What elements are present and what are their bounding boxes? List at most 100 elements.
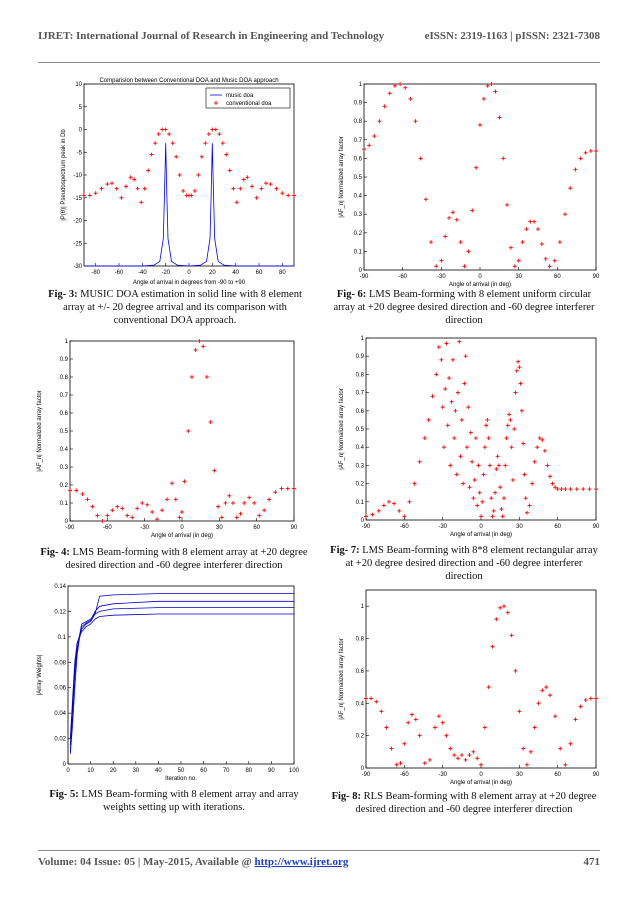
data-point xyxy=(519,408,524,413)
data-point xyxy=(516,359,521,364)
x-tick-label: 0 xyxy=(187,270,191,276)
data-point xyxy=(376,508,381,513)
data-point xyxy=(377,119,382,124)
data-point xyxy=(553,714,558,719)
data-point xyxy=(486,436,491,441)
y-tick-label: 0.1 xyxy=(354,249,363,255)
data-point xyxy=(387,91,392,96)
data-point xyxy=(160,508,165,513)
data-point xyxy=(392,501,397,506)
data-point xyxy=(208,420,213,424)
data-point xyxy=(449,399,454,404)
data-point xyxy=(535,445,540,450)
data-point xyxy=(140,501,145,505)
y-tick-label: 0.4 xyxy=(60,447,69,453)
data-point xyxy=(382,104,387,109)
journal-link[interactable]: http://www.ijret.org xyxy=(254,856,349,868)
y-tick-label: 0.3 xyxy=(60,465,69,471)
data-point xyxy=(410,712,414,717)
journal-title: IJRET: International Journal of Research… xyxy=(38,30,385,42)
fig5-svg: 0 10 20 30 40 50 60 70 80 90 100 0 0.02 0.04 0.06 0.08 0… xyxy=(37,584,300,782)
data-point xyxy=(273,490,278,495)
data-point xyxy=(105,513,110,518)
data-point xyxy=(509,633,514,638)
data-point xyxy=(494,617,499,622)
data-point xyxy=(583,698,588,703)
data-point xyxy=(408,96,413,101)
data-point xyxy=(362,147,366,152)
data-point xyxy=(93,191,98,196)
y-tick-label: -30 xyxy=(73,264,82,270)
x-tick-label: 30 xyxy=(132,768,139,774)
data-point xyxy=(227,168,232,173)
data-point xyxy=(210,127,215,132)
y-tick-label: 0.5 xyxy=(356,427,365,433)
data-point xyxy=(264,181,268,186)
x-tick-label: 60 xyxy=(554,274,561,280)
x-axis-label: Angle of arrival (in deg) xyxy=(450,780,512,786)
data-point xyxy=(532,219,537,224)
data-point xyxy=(505,610,510,615)
data-point xyxy=(212,468,217,473)
data-point xyxy=(550,481,555,486)
x-tick-label: 0 xyxy=(66,768,70,774)
data-point xyxy=(513,668,518,673)
data-point xyxy=(426,417,431,422)
data-point xyxy=(475,756,480,761)
data-point xyxy=(182,479,187,484)
data-point xyxy=(146,168,151,173)
y-tick-label: 0 xyxy=(359,268,363,274)
data-point xyxy=(490,644,495,649)
data-point xyxy=(279,486,284,491)
data-point xyxy=(594,696,598,701)
data-point xyxy=(563,487,568,492)
data-point xyxy=(495,454,500,459)
x-tick-label: 90 xyxy=(593,524,600,530)
y-tick-label: 0.9 xyxy=(60,357,69,363)
x-tick-label: -60 xyxy=(115,270,124,276)
data-point xyxy=(130,515,135,520)
data-point xyxy=(100,519,105,523)
series-line xyxy=(84,143,294,267)
chart-legend: music doa conventional doa xyxy=(205,87,291,109)
data-point xyxy=(480,499,485,504)
fig8-svg: -90 -60 -30 0 30 60 90 0 0.2 0.4 0.6 0.8 1 Angle of a… xyxy=(339,589,600,786)
data-point xyxy=(528,749,533,754)
data-point xyxy=(459,417,464,422)
series-line xyxy=(69,600,294,739)
data-point xyxy=(489,496,494,501)
y-tick-label: 1 xyxy=(65,339,69,345)
data-point xyxy=(204,375,209,379)
data-point xyxy=(220,141,225,146)
data-point xyxy=(470,459,475,464)
data-point xyxy=(485,417,490,422)
y-axis-label: |Array Weights| xyxy=(37,654,43,695)
data-point xyxy=(443,386,448,391)
y-tick-label: 5 xyxy=(79,105,83,111)
data-point xyxy=(485,83,490,88)
data-point xyxy=(559,487,564,492)
data-point xyxy=(193,348,198,352)
data-point xyxy=(417,733,422,738)
y-axis-label: |AF_n| Normalized array factor xyxy=(339,638,345,719)
data-point xyxy=(588,696,593,701)
figure-8-chart: -90 -60 -30 0 30 60 90 0 0.2 0.4 0.6 0.8 1 Angle of a… xyxy=(336,586,602,786)
data-point xyxy=(280,191,285,196)
data-point xyxy=(68,488,72,493)
data-point xyxy=(398,82,403,86)
footer-rule xyxy=(38,850,600,851)
data-point xyxy=(458,240,463,245)
data-point xyxy=(364,696,368,701)
data-point xyxy=(521,746,526,751)
data-point xyxy=(512,427,517,431)
page-number: 471 xyxy=(583,856,601,868)
data-point xyxy=(448,746,453,751)
data-point xyxy=(90,504,95,509)
data-point xyxy=(223,501,228,505)
figure-3-caption: Fig- 3: MUSIC DOA estimation in solid li… xyxy=(48,289,302,326)
data-point xyxy=(254,195,259,200)
data-point xyxy=(197,339,202,343)
y-tick-label: -15 xyxy=(73,196,82,202)
y-tick-label: 0.04 xyxy=(54,711,66,717)
data-point xyxy=(110,508,115,513)
